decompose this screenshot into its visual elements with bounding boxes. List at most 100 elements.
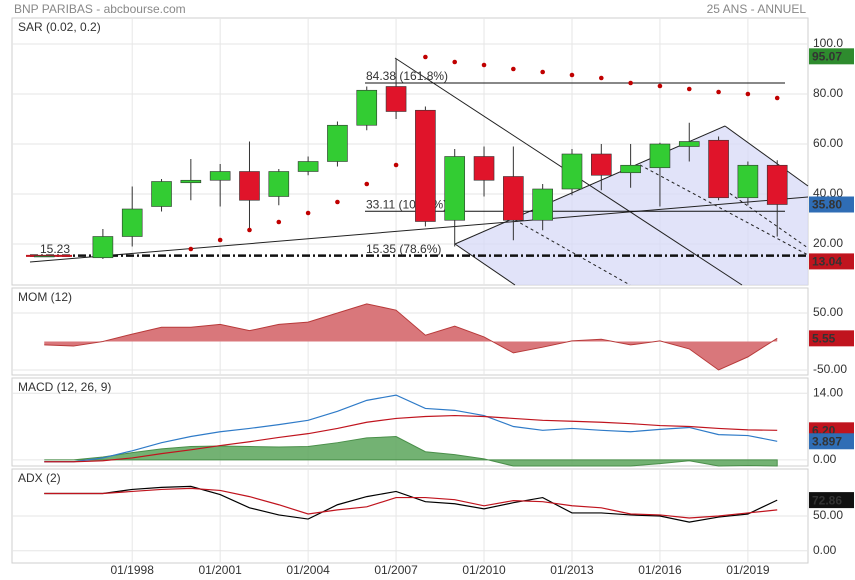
trend-line [724,125,809,187]
sar-dot [774,95,780,101]
y-tick-label: 0.00 [813,452,837,466]
candle-body [532,188,553,221]
sar-dot [511,66,516,72]
candle-body [649,143,671,169]
y-tick-label: 80.00 [813,86,843,100]
header-period: 25 ANS - ANNUEL [707,2,807,16]
candle-body [737,164,759,199]
x-tick-label: 01/2019 [726,563,770,577]
sar-dot [335,199,340,205]
value-badge [809,48,854,65]
series-line [44,394,778,463]
candle-body [268,171,290,197]
sar-dot [716,89,721,95]
series-line [44,487,778,519]
value-badge-label: 95.07 [812,49,842,63]
panel-title: MOM (12) [18,290,72,304]
y-tick-label: 20.00 [813,236,843,250]
x-tick-label: 01/1998 [111,563,155,577]
x-tick-label: 01/2001 [198,563,242,577]
candle-body [121,208,143,237]
y-tick-label: 100.0 [813,36,843,50]
candle-body [209,171,231,181]
value-badge-label: 5.55 [812,332,836,346]
panel-title: SAR (0.02, 0.2) [18,20,101,34]
y-tick-label: 50.00 [813,508,843,522]
x-tick-label: 01/2016 [638,563,682,577]
value-badge [809,330,854,347]
candle-body [708,139,729,199]
sar-dot [364,181,370,187]
y-tick-label: 60.00 [813,136,843,150]
candle-body [385,86,407,112]
x-tick-label: 01/2010 [462,563,506,577]
panel: -50.00 50.00 MOM (12) 5.55 [11,287,854,376]
value-badge [809,433,854,450]
sar-dot [247,227,252,233]
trend-line [514,219,631,286]
sar-dot [657,83,663,89]
level-label: 84.38 (161.8%) [366,69,448,83]
level-label: 15.35 (78.6%) [366,242,441,256]
candle-body [561,153,583,190]
y-tick-label: 14.00 [813,385,843,399]
sar-dot [423,54,428,60]
panel-title: MACD (12, 26, 9) [18,380,111,394]
sar-dot [686,86,692,92]
series-line [44,485,778,523]
value-badge-label: 35.80 [812,198,842,212]
candle-body [297,161,319,172]
sar-dot [217,237,223,243]
area-line [44,303,778,371]
candle-body [92,236,114,259]
candle-body [503,176,524,221]
value-badge [809,492,854,509]
candle-body [766,164,788,205]
series-line [44,414,778,463]
x-tick-label: 01/2013 [550,563,594,577]
candle-body [327,124,348,162]
x-tick-label: 01/2007 [374,563,418,577]
candle-body [180,179,202,184]
histogram-area [44,436,778,467]
value-badge [809,196,854,213]
sar-dot [276,219,282,225]
trend-line [29,196,809,263]
candle-body [473,156,495,181]
sar-dot [305,210,311,216]
panel: 01/1998 01/2001 01/2004 01/2007 01/2010 01/20… [11,468,854,577]
candle-body [444,156,466,221]
sar-dot [599,75,604,81]
y-tick-label: -50.00 [813,362,847,376]
candle-body [151,181,172,207]
candle-body [591,153,612,176]
sar-dot [628,80,633,86]
sar-dot [540,69,545,75]
candle-body [33,255,55,258]
level-label: 15.23 [40,242,70,256]
sar-dot [745,91,751,97]
sar-dot [569,72,575,78]
x-tick-label: 01/2004 [286,563,330,577]
trend-line [639,164,809,256]
sar-dot [188,246,194,252]
candle-body [239,171,260,201]
value-badge-label: 3.897 [812,434,842,448]
y-tick-label: 50.00 [813,305,843,319]
candle-body [415,109,436,222]
header-title: BNP PARIBAS - abcbourse.com [14,2,186,16]
candle-body [678,141,700,147]
candle-body [620,164,641,174]
value-badge-label: 13.04 [812,255,842,269]
panel-title: ADX (2) [18,471,61,485]
sar-dot [452,59,458,65]
y-tick-label: 0.00 [813,543,837,557]
candle-body [356,89,378,126]
area [44,303,778,370]
trend-line [724,189,809,249]
sar-dot [481,62,487,68]
value-badge-label: 72.86 [812,493,842,507]
